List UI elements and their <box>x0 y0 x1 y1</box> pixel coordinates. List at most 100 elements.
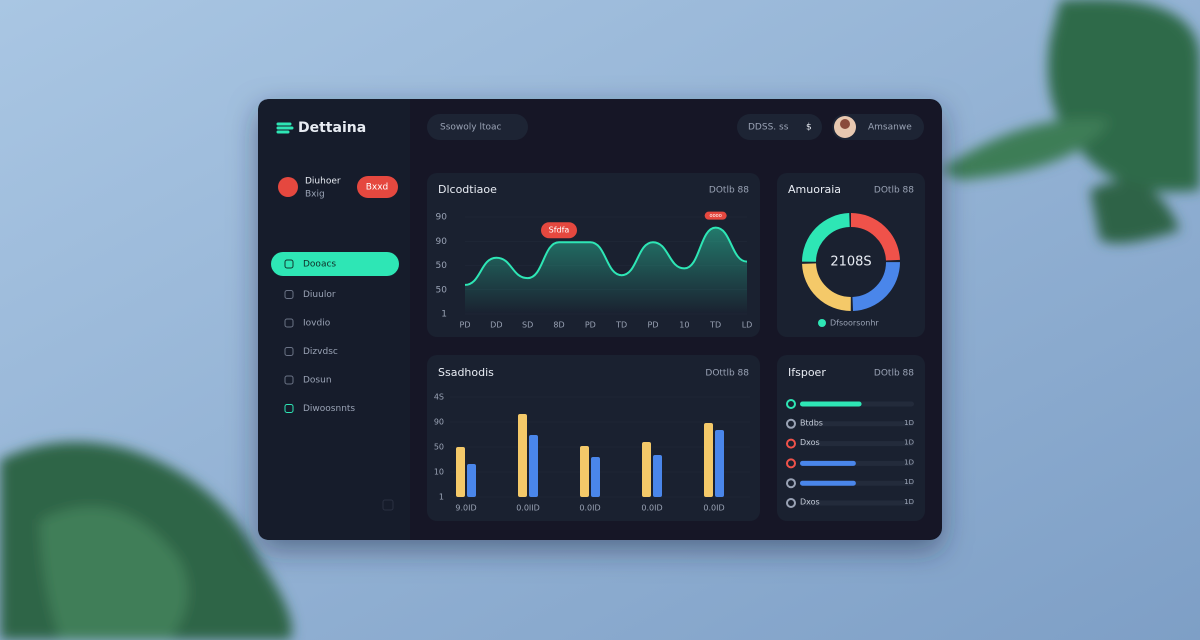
nav-item[interactable]: Dizvdsc <box>303 347 338 357</box>
nav-active[interactable] <box>271 252 399 276</box>
line-area <box>465 227 747 314</box>
bar <box>704 423 713 497</box>
card-title: Ssadhodis <box>438 366 494 379</box>
x-tick-label: SD <box>522 321 533 330</box>
x-tick-label: 0.0IID <box>516 504 540 513</box>
user-button[interactable] <box>357 176 398 198</box>
annotation-pill <box>704 211 727 220</box>
row-icon <box>786 438 796 449</box>
nav-icon[interactable] <box>284 375 294 385</box>
bar <box>715 430 724 497</box>
nav-item[interactable]: Iovdio <box>303 319 331 329</box>
search-text[interactable]: Ssowoly ltoac <box>440 123 502 133</box>
bar <box>518 414 527 497</box>
y-tick-label: 4S <box>434 393 444 402</box>
user-name: Diuhoer <box>305 177 341 187</box>
row-icon <box>786 498 796 508</box>
bar <box>642 442 651 497</box>
nav-item[interactable]: Diuulor <box>303 290 336 300</box>
annotation: oooo <box>710 213 722 219</box>
x-tick-label: 8D <box>553 321 564 330</box>
bar <box>529 435 538 497</box>
x-tick-label: 0.0ID <box>641 504 662 513</box>
y-tick-label: 1 <box>441 310 447 320</box>
progress-bar <box>800 480 856 486</box>
row-tag: 1D <box>904 498 914 506</box>
bar <box>580 446 589 497</box>
card <box>427 355 760 521</box>
nav-icon[interactable] <box>284 404 294 413</box>
x-tick-label: PD <box>460 321 471 330</box>
leaf-bottom-left <box>0 442 292 640</box>
bar <box>591 457 600 497</box>
x-tick-label: PD <box>648 321 659 330</box>
x-tick-label: TD <box>709 321 721 330</box>
progress-track <box>800 421 914 427</box>
row-icon <box>786 399 796 409</box>
y-tick-label: 10 <box>434 468 444 477</box>
sidebar <box>258 99 410 540</box>
progress-bar <box>800 401 862 407</box>
donut-center: 2108S <box>830 255 871 270</box>
y-tick-label: 90 <box>434 418 444 427</box>
y-tick-label: 90 <box>436 237 448 247</box>
progress-bar <box>800 460 856 466</box>
card-meta: DOttlb 88 <box>705 369 749 379</box>
annotation-pill <box>541 222 577 239</box>
logo: Dettaina <box>298 120 366 136</box>
card <box>777 173 925 337</box>
row-icon <box>786 458 796 469</box>
card-meta: DOtlb 88 <box>874 369 914 379</box>
nav-icon[interactable] <box>284 347 294 356</box>
donut-segment <box>802 213 900 311</box>
row-label: Dxos <box>800 438 820 447</box>
user-button-label[interactable]: Bxxd <box>366 183 389 193</box>
y-tick-label: 1 <box>439 493 444 502</box>
settings-icon[interactable] <box>382 499 394 511</box>
search[interactable] <box>427 114 528 140</box>
nav-item[interactable]: Diwoosnnts <box>303 404 355 414</box>
x-tick-label: DD <box>490 321 502 330</box>
user-avatar-hair <box>840 119 850 129</box>
progress-track <box>800 500 914 506</box>
row-label: Dxos <box>800 498 820 507</box>
row-tag: 1D <box>904 478 914 486</box>
row-tag: 1D <box>904 439 914 447</box>
x-tick-label: 9.0ID <box>455 504 476 513</box>
legend-dot <box>818 319 826 327</box>
nav-icon[interactable] <box>284 318 294 328</box>
card-meta: DOtlb 88 <box>874 186 914 196</box>
y-tick-label: 90 <box>436 213 448 223</box>
nav-icon[interactable] <box>284 259 294 269</box>
card <box>777 355 925 521</box>
row-tag: 1D <box>904 458 914 466</box>
user-pill[interactable] <box>832 114 924 140</box>
x-tick-label: 0.0ID <box>579 504 600 513</box>
user-pill-name: Amsanwe <box>868 123 912 133</box>
progress-track <box>800 441 914 447</box>
user-role: Bxig <box>305 190 325 200</box>
x-tick-label: 10 <box>679 321 689 330</box>
nav-item[interactable]: Dooacs <box>303 260 336 270</box>
line <box>464 226 748 286</box>
balance[interactable] <box>737 114 822 140</box>
x-tick-label: 0.0ID <box>703 504 724 513</box>
row-icon <box>786 418 796 429</box>
balance-text: DDSS. ss <box>748 123 789 133</box>
row-icon <box>786 478 796 489</box>
x-tick-label: TD <box>615 321 627 330</box>
card-title: Dlcodtiaoe <box>438 183 497 196</box>
row-tag: 1D <box>904 419 914 427</box>
card-title: Ifspoer <box>788 366 826 379</box>
nav-item[interactable]: Dosun <box>303 376 332 386</box>
y-tick-label: 50 <box>434 443 444 452</box>
annotation: Sfdfa <box>549 226 570 235</box>
x-tick-label: PD <box>585 321 596 330</box>
nav-icon[interactable] <box>284 290 294 299</box>
y-tick-label: 50 <box>436 285 448 295</box>
bar <box>456 447 465 497</box>
legend: Dfsoorsonhr <box>830 319 879 328</box>
leaf-top-right <box>940 0 1200 244</box>
x-tick-label: LD <box>742 321 753 330</box>
